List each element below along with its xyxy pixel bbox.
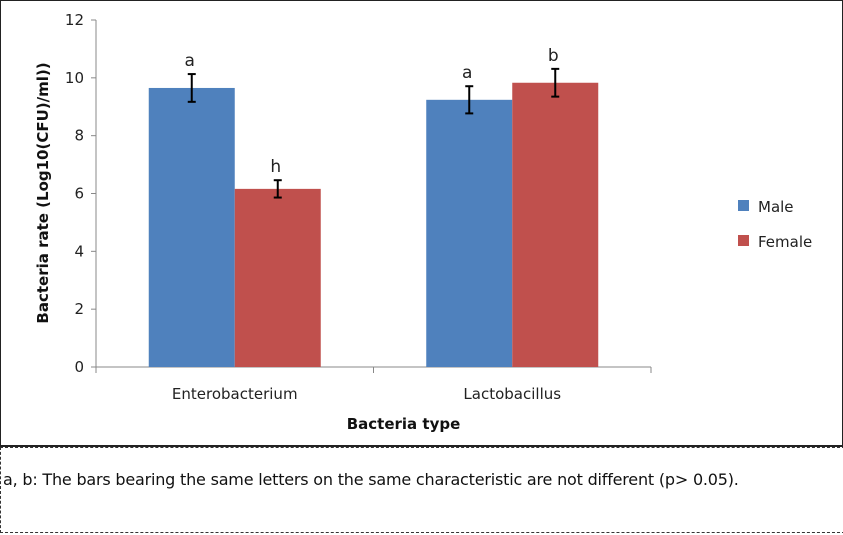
significance-label: a bbox=[185, 51, 195, 71]
x-tick-label: Lactobacillus bbox=[463, 385, 561, 403]
y-axis-title: Bacteria rate (Log10(CFU)/ml)) bbox=[34, 62, 52, 323]
y-tick-label: 10 bbox=[65, 69, 84, 87]
legend-swatch-male bbox=[738, 200, 749, 211]
bar-chart: 0 2 4 6 8 10 12 Enterobacterium a h Lactobacillus a… bbox=[34, 11, 812, 433]
bar-female bbox=[512, 82, 599, 367]
chart-frame: 0 2 4 6 8 10 12 Enterobacterium a h Lactobacillus a… bbox=[0, 0, 843, 447]
y-tick-label: 8 bbox=[74, 127, 84, 145]
significance-label: b bbox=[548, 46, 559, 66]
y-tick-label: 0 bbox=[74, 358, 84, 376]
bar-male bbox=[426, 99, 513, 367]
x-tick-label: Enterobacterium bbox=[172, 385, 298, 403]
significance-label: h bbox=[270, 157, 281, 177]
caption: a, b: The bars bearing the same letters … bbox=[3, 470, 739, 489]
legend-label: Male bbox=[758, 198, 794, 216]
y-tick-label: 4 bbox=[74, 242, 84, 260]
caption-box: a, b: The bars bearing the same letters … bbox=[0, 447, 843, 533]
y-tick-label: 2 bbox=[74, 300, 84, 318]
bar-male bbox=[148, 87, 235, 368]
x-axis-title: Bacteria type bbox=[347, 415, 461, 433]
legend-label: Female bbox=[758, 233, 812, 251]
legend-swatch-female bbox=[738, 235, 749, 246]
significance-label: a bbox=[462, 63, 472, 83]
y-tick-label: 6 bbox=[74, 185, 84, 203]
y-tick-label: 12 bbox=[65, 11, 84, 29]
bar-female bbox=[234, 188, 321, 367]
